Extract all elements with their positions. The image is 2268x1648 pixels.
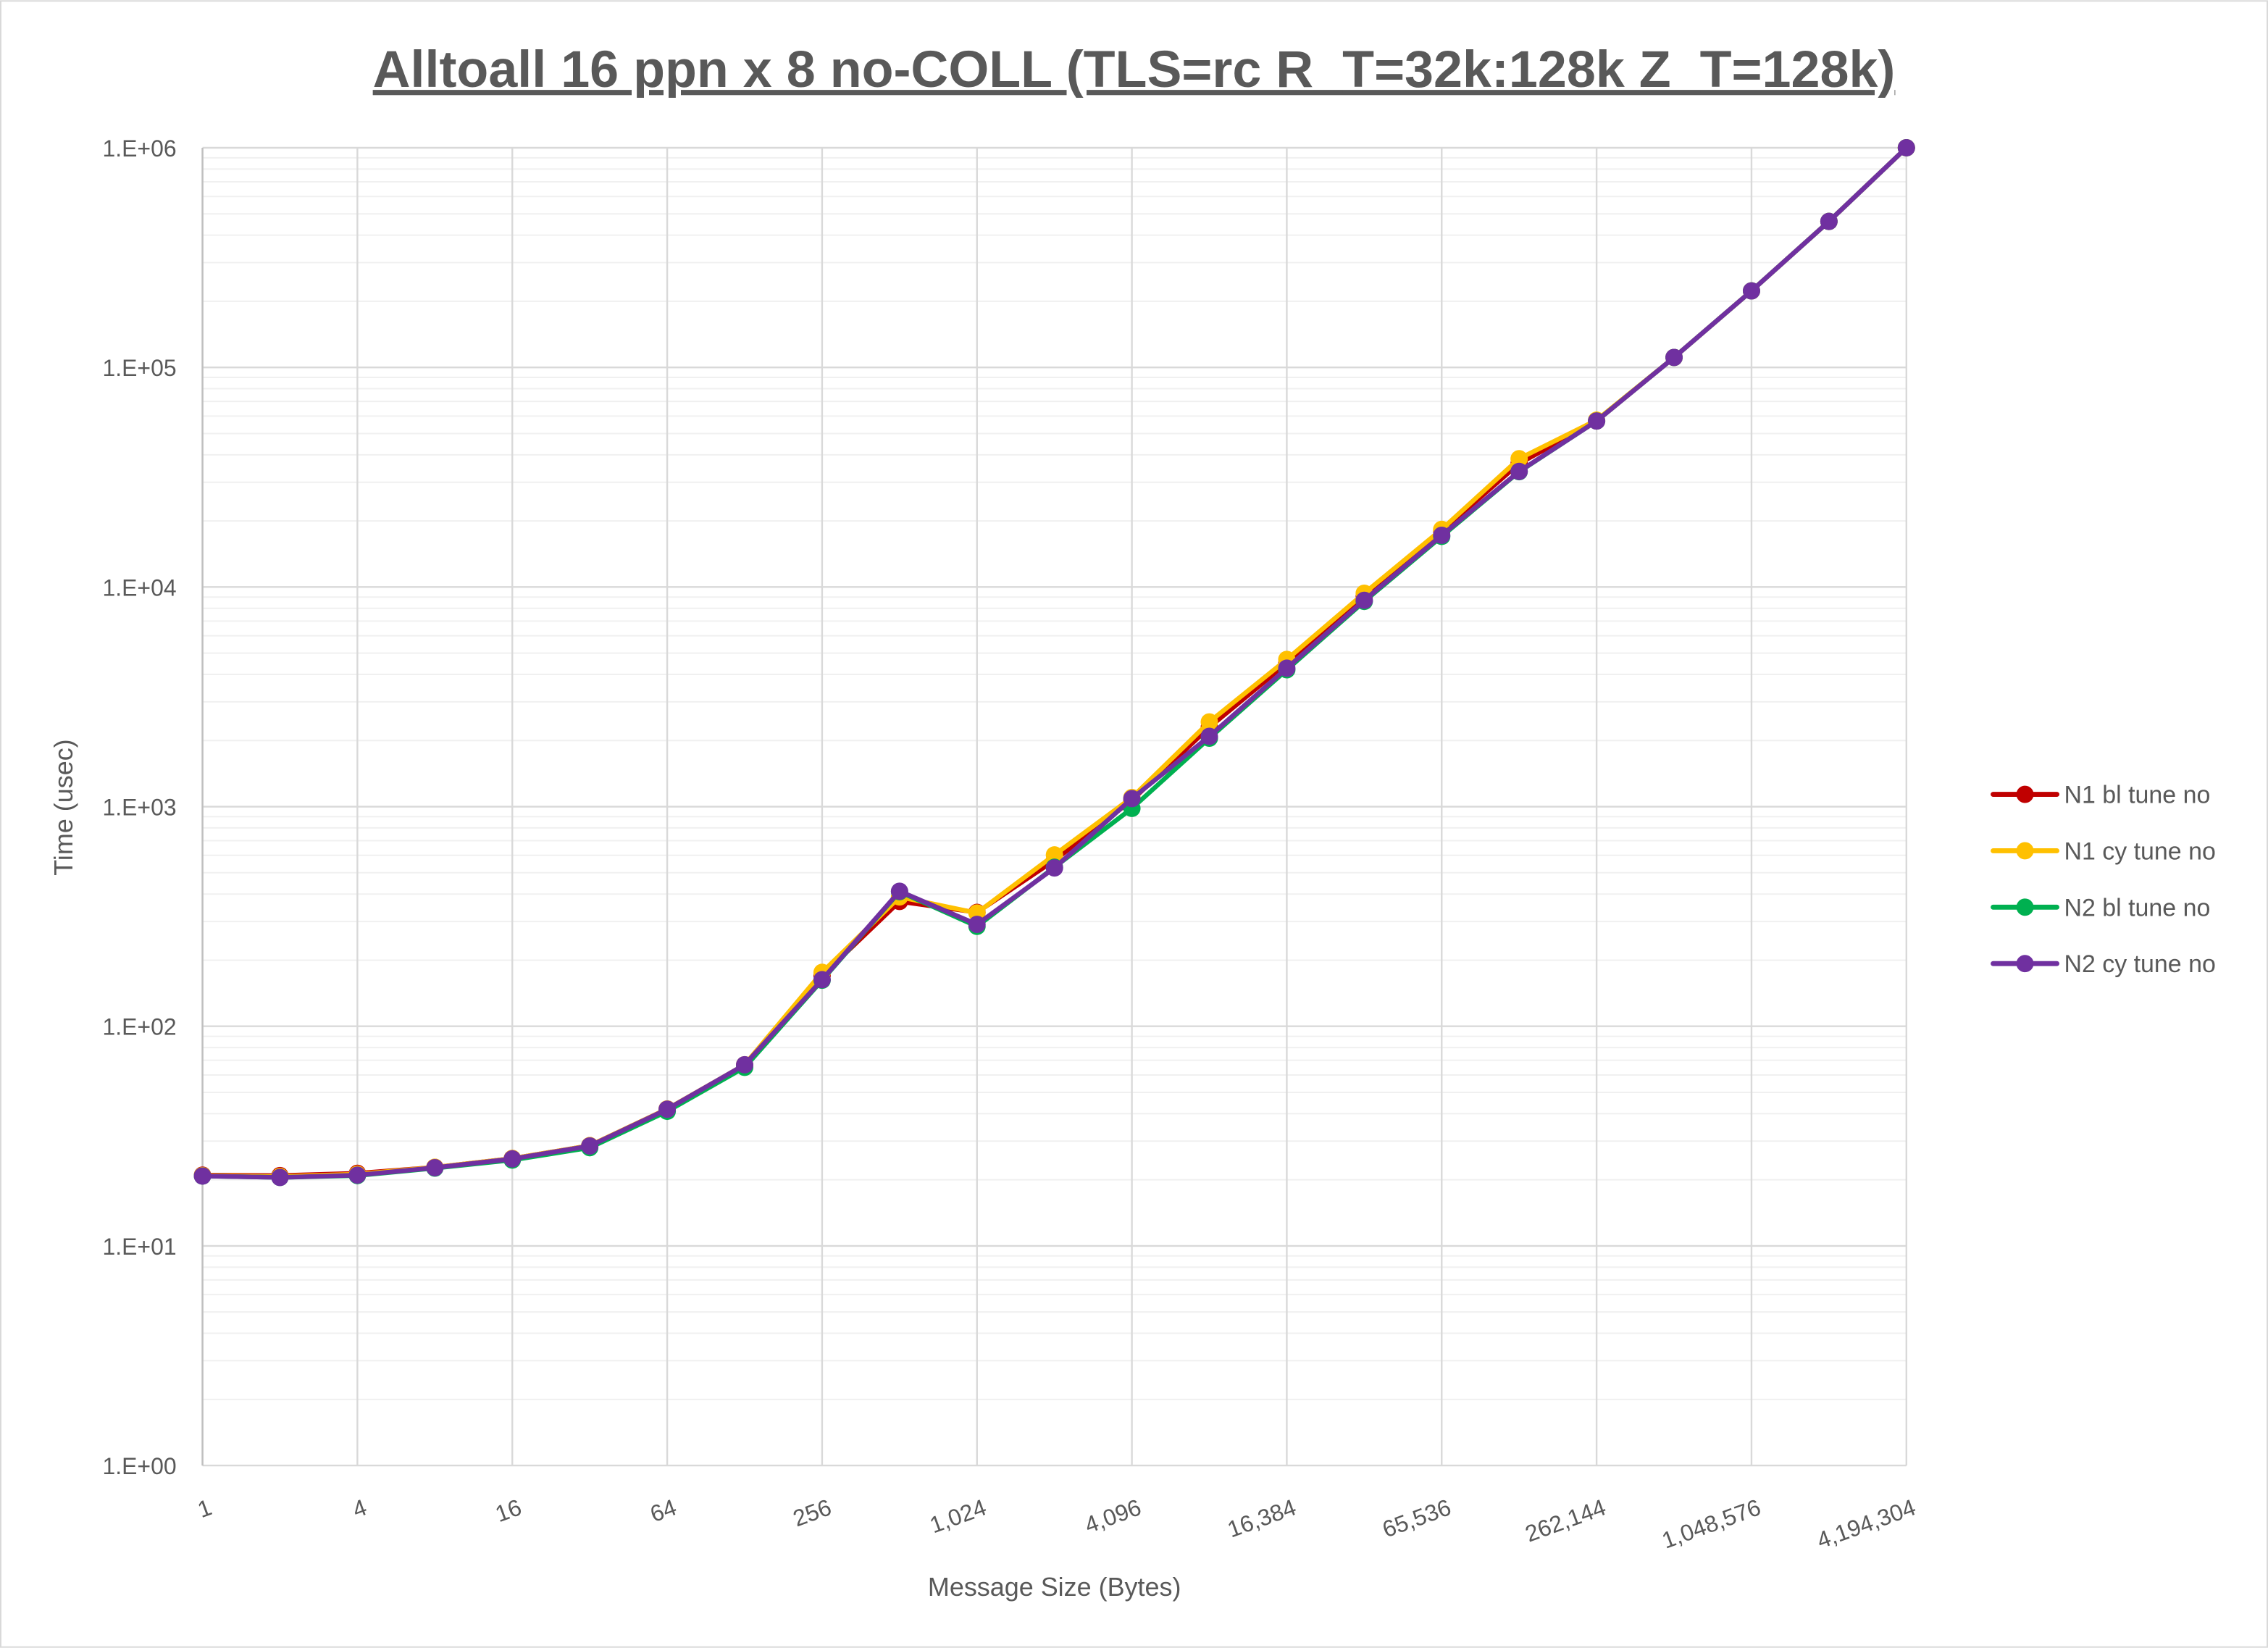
data-point	[1200, 713, 1218, 731]
data-point	[890, 882, 908, 900]
legend-dot-marker	[2016, 955, 2034, 973]
legend-dot-marker	[2016, 842, 2034, 860]
y-tick-label: 1.E+05	[102, 355, 176, 381]
data-point	[581, 1137, 599, 1155]
y-tick-label: 1.E+02	[102, 1014, 176, 1040]
data-point	[1897, 139, 1915, 156]
y-axis-label: Time (usec)	[49, 739, 78, 875]
legend-item: N1 cy tune no	[1991, 837, 2216, 865]
legend-label: N2 bl tune no	[2064, 894, 2210, 921]
data-point	[348, 1166, 367, 1184]
data-point	[503, 1150, 522, 1168]
y-tick-label: 1.E+03	[102, 795, 176, 821]
data-point	[1200, 727, 1218, 745]
data-point	[1510, 450, 1528, 468]
data-point	[271, 1168, 289, 1187]
data-point	[1355, 591, 1373, 609]
data-point	[426, 1158, 444, 1176]
legend-item: N2 bl tune no	[1991, 894, 2210, 921]
legend-label: N1 cy tune no	[2064, 837, 2215, 865]
legend-label: N2 cy tune no	[2064, 950, 2215, 978]
data-point	[736, 1055, 753, 1074]
data-point	[813, 971, 831, 989]
legend-dot-marker	[2016, 785, 2034, 803]
data-point	[1045, 859, 1063, 877]
legend: N1 bl tune no N1 cy tune no N2 bl tune no N…	[1991, 782, 2216, 978]
data-point	[1433, 526, 1451, 544]
data-point	[968, 916, 986, 934]
data-point	[193, 1167, 212, 1185]
data-point	[1742, 282, 1760, 300]
series-lines	[193, 139, 1915, 1187]
data-point	[1278, 659, 1296, 677]
legend-item: N2 cy tune no	[1991, 950, 2216, 978]
legend-dot-marker	[2016, 898, 2034, 916]
x-axis-label: Message Size (Bytes)	[928, 1572, 1181, 1602]
y-tick-label: 1.E+00	[102, 1453, 176, 1479]
y-tick-labels: 1.E+00 1.E+01 1.E+02 1.E+03 1.E+04 1.E+05 1.E+…	[102, 135, 176, 1479]
chart-title: Alltoall 16 ppn x 8 no-COLL (TLS=rc R_T=…	[373, 41, 1896, 99]
y-tick-label: 1.E+01	[102, 1234, 176, 1260]
y-tick-label: 1.E+04	[102, 574, 176, 601]
legend-label: N1 bl tune no	[2064, 782, 2210, 809]
data-point	[1665, 348, 1683, 367]
data-point	[658, 1100, 677, 1118]
legend-item: N1 bl tune no	[1991, 782, 2210, 809]
data-point	[1123, 790, 1141, 808]
data-point	[1588, 412, 1606, 430]
series-n2-cy-tune-no	[193, 139, 1915, 1187]
data-point	[1510, 462, 1528, 480]
y-tick-label: 1.E+06	[102, 135, 176, 162]
data-point	[1045, 846, 1063, 864]
data-point	[1820, 212, 1838, 230]
